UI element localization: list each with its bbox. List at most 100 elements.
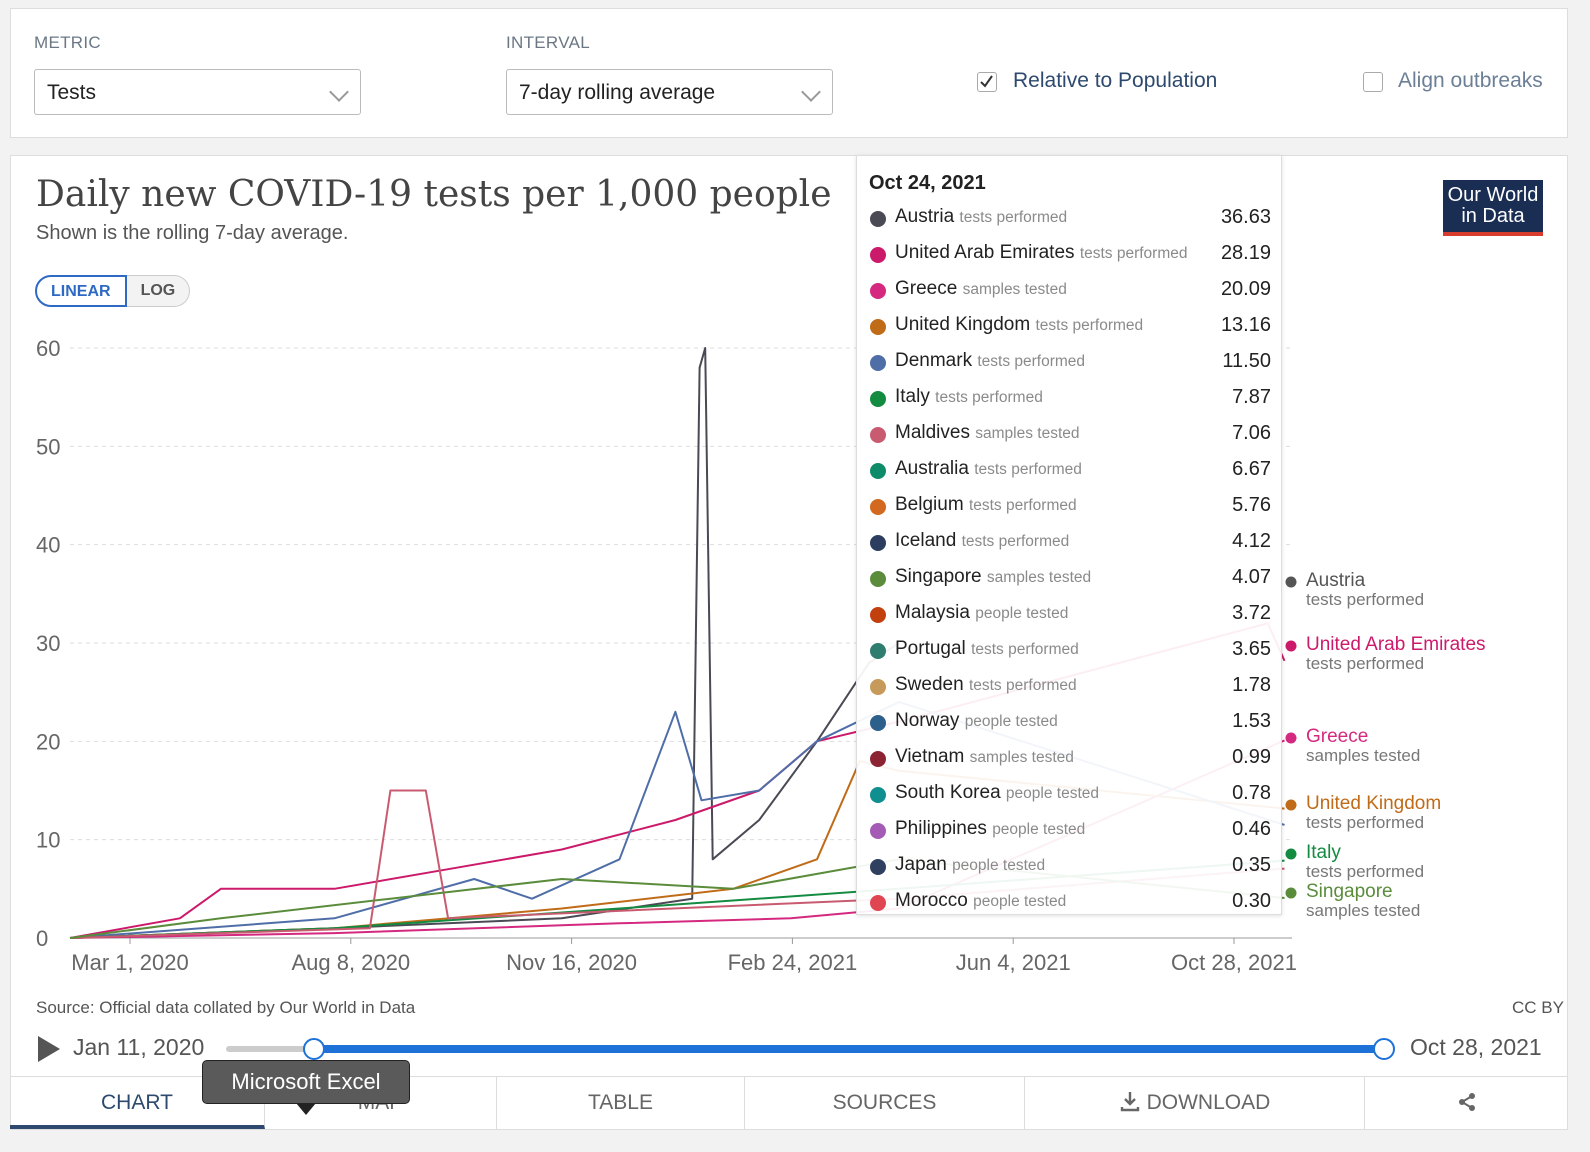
tooltip-series-desc: people tested (973, 893, 1067, 910)
tooltip-series-value: 3.72 (1232, 602, 1271, 624)
timeline-end-handle[interactable] (1373, 1038, 1395, 1060)
x-axis: Mar 1, 2020 Aug 8, 2020 Nov 16, 2020 Feb 24… (71, 938, 1297, 975)
tooltip-series-name: United Arab Emirates tests performed (895, 242, 1188, 264)
metric-select[interactable]: Tests (34, 69, 361, 115)
series-end-desc: tests performed (1306, 590, 1424, 609)
interval-select[interactable]: 7-day rolling average (506, 69, 833, 115)
owid-logo[interactable]: Our World in Data (1443, 180, 1543, 236)
series-end-desc: tests performed (1306, 862, 1424, 881)
y-tick-label: 40 (36, 533, 60, 558)
relative-to-population-label[interactable]: Relative to Population (1013, 69, 1218, 92)
tooltip-series-name: Iceland tests performed (895, 530, 1069, 552)
series-color-dot (870, 571, 886, 587)
chart-title: Daily new COVID-19 tests per 1,000 peopl… (36, 174, 832, 215)
series-line[interactable] (69, 701, 1285, 939)
tab-sources[interactable]: SOURCES (745, 1077, 1025, 1129)
series-line[interactable] (69, 347, 900, 939)
tooltip-row: Malaysia people tested 3.72 (857, 598, 1283, 634)
tooltip-series-desc: tests performed (961, 533, 1070, 550)
tooltip-series-name: South Korea people tested (895, 782, 1099, 804)
series-color-dot (870, 751, 886, 767)
tooltip-series-desc: tests performed (974, 461, 1082, 478)
tab-bar: CHART MAP TABLE SOURCES DOWNLOAD (10, 1076, 1568, 1131)
align-outbreaks-label[interactable]: Align outbreaks (1398, 69, 1543, 92)
tooltip-country: Denmark (895, 350, 973, 371)
align-outbreaks-checkbox[interactable] (1363, 72, 1383, 92)
series-end-desc: tests performed (1306, 654, 1424, 673)
series-color-dot (870, 787, 886, 803)
series-color-dot (870, 427, 886, 443)
tab-table[interactable]: TABLE (497, 1077, 745, 1129)
download-label: DOWNLOAD (1146, 1091, 1271, 1114)
interval-select-value: 7-day rolling average (519, 81, 716, 104)
tooltip-series-value: 13.16 (1220, 314, 1271, 336)
series-end-label: United Kingdom (1306, 793, 1441, 814)
play-icon[interactable] (38, 1036, 60, 1062)
tooltip-country: Philippines (895, 818, 987, 839)
tooltip-row: United Arab Emirates tests performed 28.1… (857, 238, 1283, 274)
x-tick-label: Feb 24, 2021 (728, 950, 858, 975)
timeline-start-date: Jan 11, 2020 (73, 1034, 205, 1060)
tooltip-series-name: Austria tests performed (895, 206, 1067, 228)
tooltip-series-name: Portugal tests performed (895, 638, 1079, 660)
tooltip-series-value: 0.46 (1232, 818, 1271, 840)
tooltip-row: Norway people tested 1.53 (857, 706, 1283, 742)
linear-scale-button[interactable]: LINEAR (35, 275, 127, 307)
tooltip-series-name: Japan people tested (895, 854, 1045, 876)
tooltip-country: Malaysia (895, 602, 970, 623)
tooltip-series-name: Belgium tests performed (895, 494, 1077, 516)
timeline-start-handle[interactable] (303, 1038, 325, 1060)
scale-toggle: LINEAR LOG (35, 275, 191, 307)
series-end-label: Italy (1306, 842, 1341, 863)
tooltip-country: United Arab Emirates (895, 242, 1075, 263)
tooltip-country: Sweden (895, 674, 964, 695)
tooltip-series-name: Philippines people tested (895, 818, 1085, 840)
tooltip-row: Iceland tests performed 4.12 (857, 526, 1283, 562)
y-tick-label: 10 (36, 828, 60, 853)
tooltip-country: Austria (895, 206, 955, 227)
series-color-dot (870, 895, 886, 911)
tooltip-series-name: Malaysia people tested (895, 602, 1068, 624)
tooltip-series-desc: people tested (952, 857, 1046, 874)
relative-to-population-checkbox[interactable] (977, 72, 997, 92)
series-end-dot (1285, 576, 1297, 588)
tooltip-series-value: 0.99 (1232, 746, 1271, 768)
tooltip-series-desc: tests performed (1035, 317, 1144, 334)
y-tick-label: 0 (36, 926, 48, 951)
os-tooltip-arrow (296, 1103, 316, 1115)
series-end-dot (1285, 732, 1297, 744)
interval-label: INTERVAL (506, 33, 590, 52)
license-link[interactable]: CC BY (1512, 998, 1564, 1017)
tooltip-row: Australia tests performed 6.67 (857, 454, 1283, 490)
y-tick-label: 30 (36, 631, 60, 656)
series-color-dot (870, 679, 886, 695)
tooltip-country: Japan (895, 854, 947, 875)
tooltip-series-desc: people tested (964, 713, 1058, 730)
tooltip-country: Greece (895, 278, 958, 299)
chart-subtitle: Shown is the rolling 7-day average. (36, 222, 349, 244)
share-icon (1458, 1093, 1475, 1111)
log-scale-button[interactable]: LOG (126, 275, 191, 307)
tooltip-series-name: Vietnam samples tested (895, 746, 1074, 768)
y-tick-label: 50 (36, 434, 60, 459)
download-icon (1120, 1092, 1139, 1112)
tooltip-series-desc: people tested (975, 605, 1069, 622)
tooltip-series-name: Morocco people tested (895, 890, 1066, 912)
tooltip-country: Iceland (895, 530, 957, 551)
tooltip-series-name: Denmark tests performed (895, 350, 1085, 372)
tooltip-series-value: 4.12 (1232, 530, 1271, 552)
series-end-label: Singapore (1306, 881, 1393, 902)
y-tick-label: 20 (36, 729, 60, 754)
tooltip-series-name: Greece samples tested (895, 278, 1067, 300)
series-end-dot (1285, 887, 1297, 899)
tooltip-series-desc: tests performed (977, 353, 1086, 370)
series-end-desc: samples tested (1306, 746, 1420, 765)
series-color-dot (870, 535, 886, 551)
os-app-tooltip: Microsoft Excel (202, 1060, 410, 1104)
series-end-label: Austria (1306, 570, 1366, 591)
tab-download[interactable]: DOWNLOAD (1025, 1077, 1365, 1129)
tooltip-series-value: 6.67 (1232, 458, 1271, 480)
tab-share[interactable] (1365, 1077, 1568, 1129)
tooltip-country: Maldives (895, 422, 970, 443)
